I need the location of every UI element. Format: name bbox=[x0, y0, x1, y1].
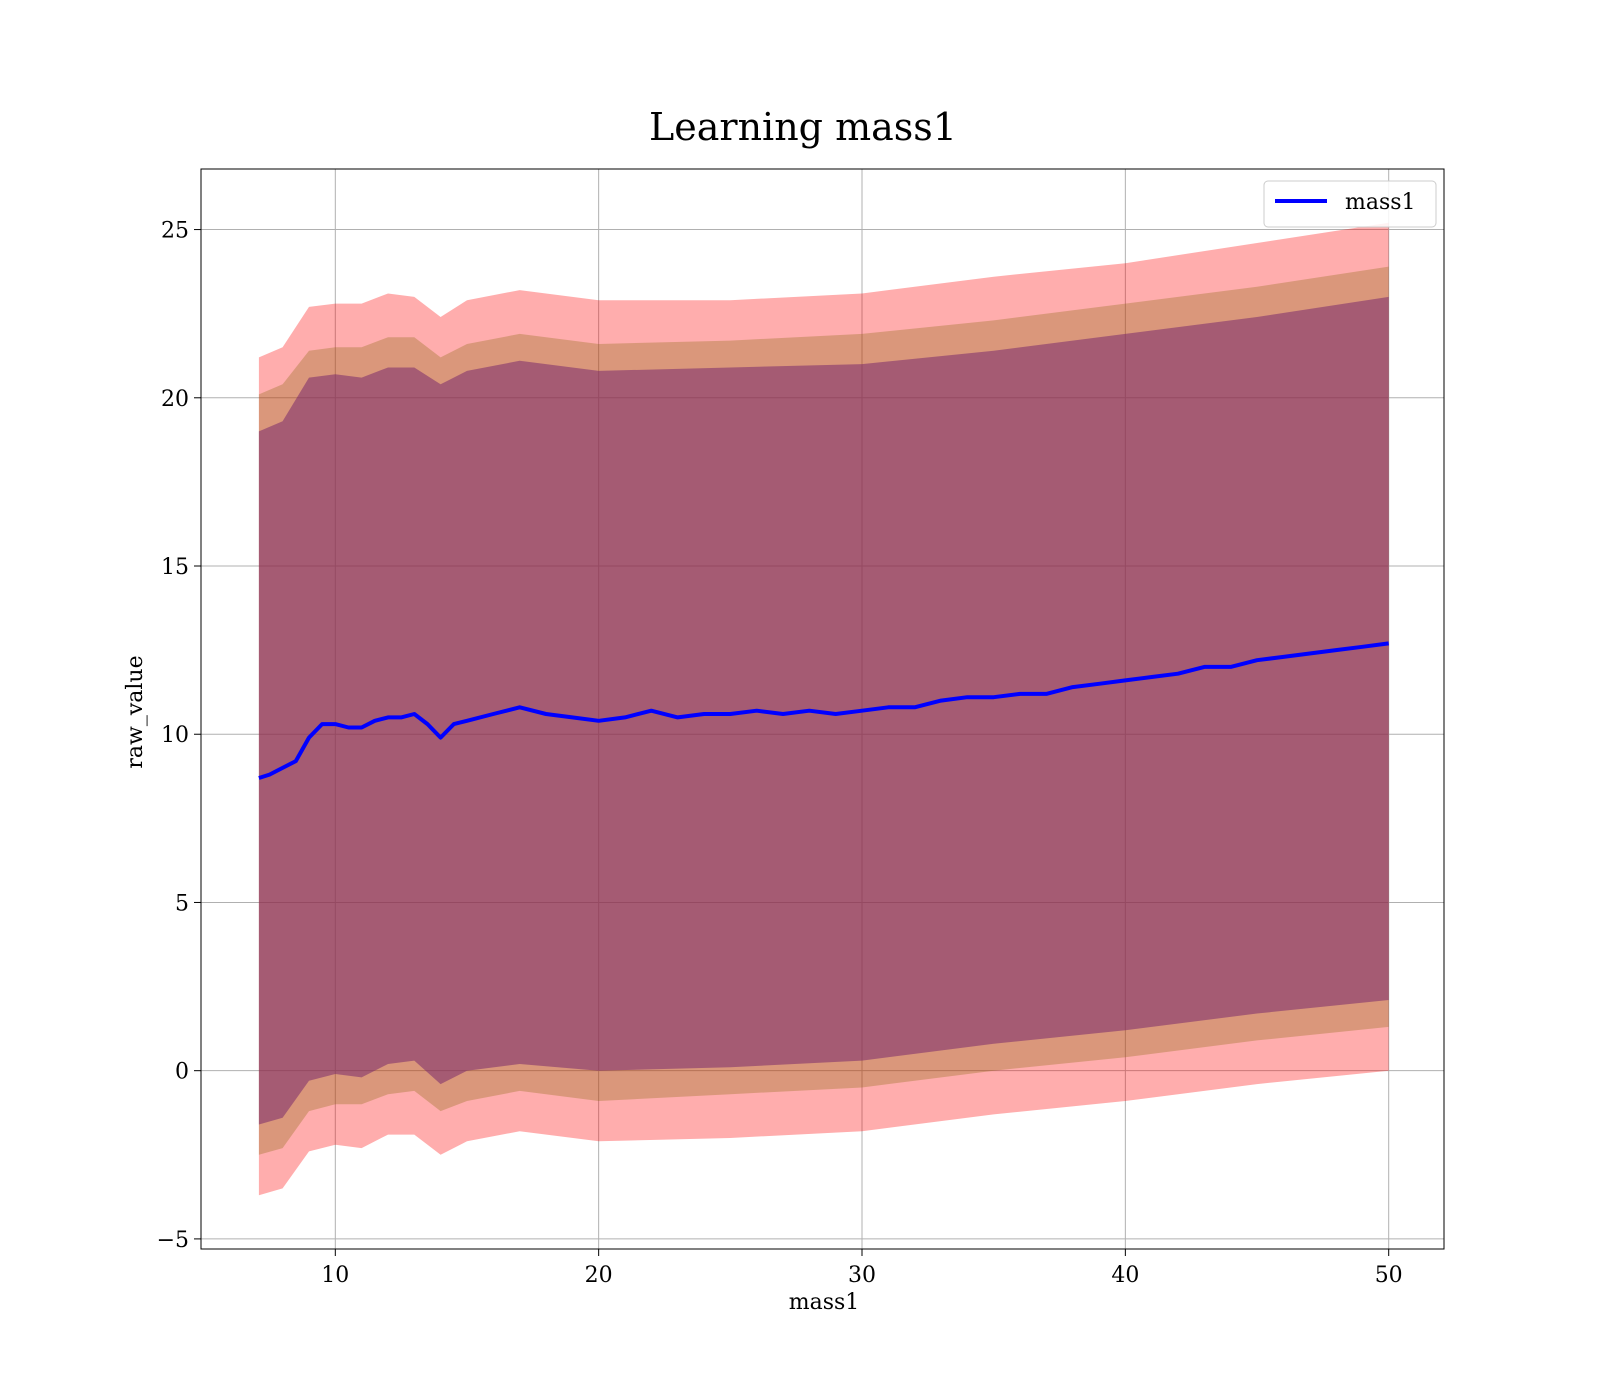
y-tick-label: −5 bbox=[157, 1228, 189, 1253]
confidence-bands bbox=[258, 222, 1389, 1196]
x-axis-label: mass1 bbox=[789, 1290, 860, 1315]
y-tick-label: 0 bbox=[175, 1060, 189, 1085]
y-tick-label: 20 bbox=[161, 387, 189, 412]
series-lines bbox=[258, 641, 1389, 780]
y-tick-label: 25 bbox=[161, 219, 189, 244]
y-tick-label: 5 bbox=[175, 891, 189, 916]
x-tick-label: 50 bbox=[1375, 1263, 1403, 1288]
y-tick-label: 15 bbox=[161, 555, 189, 580]
plot-area bbox=[200, 168, 1445, 1250]
plot-frame bbox=[200, 168, 1445, 1250]
x-tick-label: 20 bbox=[585, 1263, 613, 1288]
series-line-mass1 bbox=[258, 641, 1389, 780]
x-tick-label: 30 bbox=[848, 1263, 876, 1288]
legend: mass1 bbox=[1263, 180, 1437, 228]
legend-box bbox=[1263, 180, 1437, 228]
legend-label-mass1: mass1 bbox=[1345, 190, 1416, 215]
y-axis-ticks: −5 0 5 10 15 20 25 bbox=[157, 219, 201, 1253]
chart-title: Learning mass1 bbox=[649, 105, 957, 149]
x-axis-ticks: 10 20 30 40 50 bbox=[321, 1249, 1403, 1288]
y-axis-label: raw_value bbox=[123, 655, 148, 768]
x-tick-label: 10 bbox=[321, 1263, 349, 1288]
x-tick-label: 40 bbox=[1111, 1263, 1139, 1288]
y-tick-label: 10 bbox=[161, 723, 189, 748]
